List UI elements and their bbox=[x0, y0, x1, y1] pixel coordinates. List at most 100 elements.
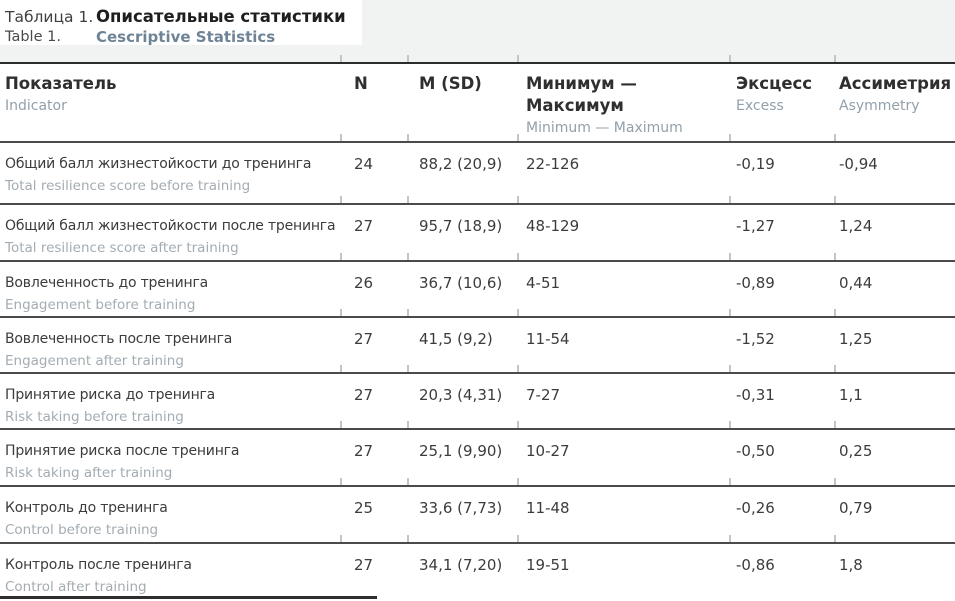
table-row: Контроль после тренинга Control after tr… bbox=[0, 536, 955, 601]
cell-indicator: Принятие риска до тренинга Risk taking b… bbox=[0, 372, 341, 429]
cell-msd: 95,7 (18,9) bbox=[407, 197, 518, 261]
column-header-asymmetry: Ассиметрия Asymmetry bbox=[834, 56, 955, 142]
cell-n: 24 bbox=[340, 135, 408, 204]
cell-n: 25 bbox=[340, 479, 408, 543]
cell-excess: -0,19 bbox=[729, 135, 835, 204]
caption-title-ru: Описательные статистики bbox=[96, 7, 346, 26]
column-header-n: N bbox=[340, 56, 408, 142]
asymmetry-value: 1,24 bbox=[839, 217, 873, 235]
cell-minmax: 4-51 bbox=[517, 254, 730, 317]
cell-msd: 36,7 (10,6) bbox=[407, 254, 518, 317]
indicator-en: Control before training bbox=[5, 522, 159, 538]
msd-value: 25,1 (9,90) bbox=[419, 442, 503, 460]
cell-asymmetry: 1,1 bbox=[834, 366, 955, 429]
header-excess-en: Excess bbox=[736, 98, 784, 114]
cell-asymmetry: 0,44 bbox=[834, 254, 955, 317]
cell-indicator: Контроль после тренинга Control after tr… bbox=[0, 542, 341, 601]
indicator-en: Control after training bbox=[5, 579, 147, 595]
asymmetry-value: 0,25 bbox=[839, 442, 873, 460]
indicator-en: Total resilience score before training bbox=[5, 178, 251, 194]
header-minmax-en: Minimum — Maximum bbox=[526, 120, 683, 136]
table-row: Контроль до тренинга Control before trai… bbox=[0, 479, 955, 543]
cell-indicator: Общий балл жизнестойкости до тренинга To… bbox=[0, 141, 341, 204]
msd-value: 33,6 (7,73) bbox=[419, 499, 503, 517]
cell-n: 27 bbox=[340, 366, 408, 429]
cell-excess: -0,31 bbox=[729, 366, 835, 429]
indicator-ru: Вовлеченность после тренинга bbox=[5, 331, 233, 347]
statistics-table: Показатель Indicator N M (SD) Минимум — … bbox=[0, 56, 955, 601]
n-value: 25 bbox=[354, 499, 374, 517]
header-minmax-ru: Минимум — Максимум bbox=[526, 74, 637, 115]
excess-value: -0,19 bbox=[736, 155, 775, 173]
cell-asymmetry: 0,79 bbox=[834, 479, 955, 543]
indicator-en: Risk taking before training bbox=[5, 409, 184, 425]
minmax-value: 48-129 bbox=[526, 217, 580, 235]
cell-minmax: 19-51 bbox=[517, 536, 730, 601]
caption-label-ru: Таблица 1. bbox=[5, 8, 94, 26]
caption-line-en: Table 1. Cescriptive Statistics bbox=[5, 27, 362, 47]
excess-value: -0,50 bbox=[736, 442, 775, 460]
table-header: Показатель Indicator N M (SD) Минимум — … bbox=[0, 56, 955, 142]
cell-msd: 20,3 (4,31) bbox=[407, 366, 518, 429]
cell-indicator: Контроль до тренинга Control before trai… bbox=[0, 485, 341, 543]
cell-excess: -0,86 bbox=[729, 536, 835, 601]
table-row: Общий балл жизнестойкости после тренинга… bbox=[0, 197, 955, 261]
excess-value: -0,89 bbox=[736, 274, 775, 292]
n-value: 27 bbox=[354, 217, 374, 235]
minmax-value: 11-48 bbox=[526, 499, 570, 517]
msd-value: 34,1 (7,20) bbox=[419, 556, 503, 574]
cell-excess: -1,52 bbox=[729, 310, 835, 373]
cell-excess: -0,50 bbox=[729, 422, 835, 486]
column-header-minmax: Минимум — Максимум Minimum — Maximum bbox=[517, 56, 730, 142]
cell-msd: 41,5 (9,2) bbox=[407, 310, 518, 373]
indicator-ru: Общий балл жизнестойкости после тренинга bbox=[5, 218, 336, 234]
header-indicator-ru: Показатель bbox=[5, 74, 117, 93]
table-row: Общий балл жизнестойкости до тренинга To… bbox=[0, 135, 955, 204]
indicator-en: Risk taking after training bbox=[5, 465, 173, 481]
header-asymmetry-en: Asymmetry bbox=[839, 98, 920, 114]
header-asymmetry-ru: Ассиметрия bbox=[839, 74, 952, 93]
msd-value: 36,7 (10,6) bbox=[419, 274, 503, 292]
asymmetry-value: 0,44 bbox=[839, 274, 873, 292]
asymmetry-value: 1,25 bbox=[839, 330, 873, 348]
indicator-en: Engagement before training bbox=[5, 297, 196, 313]
cell-asymmetry: 1,25 bbox=[834, 310, 955, 373]
caption-line-ru: Таблица 1. Описательные статистики bbox=[5, 7, 362, 27]
indicator-en: Total resilience score after training bbox=[5, 240, 239, 256]
asymmetry-value: 1,1 bbox=[839, 386, 863, 404]
cell-n: 27 bbox=[340, 310, 408, 373]
cell-minmax: 22-126 bbox=[517, 135, 730, 204]
cell-msd: 88,2 (20,9) bbox=[407, 135, 518, 204]
indicator-ru: Вовлеченность до тренинга bbox=[5, 275, 208, 291]
column-header-msd: M (SD) bbox=[407, 56, 518, 142]
minmax-value: 10-27 bbox=[526, 442, 570, 460]
cell-msd: 25,1 (9,90) bbox=[407, 422, 518, 486]
header-excess-ru: Эксцесс bbox=[736, 74, 813, 93]
cell-indicator: Вовлеченность после тренинга Engagement … bbox=[0, 316, 341, 373]
table-row: Принятие риска после тренинга Risk takin… bbox=[0, 422, 955, 486]
cell-msd: 34,1 (7,20) bbox=[407, 536, 518, 601]
table-caption: Таблица 1. Описательные статистики Table … bbox=[0, 0, 362, 47]
cell-indicator: Вовлеченность до тренинга Engagement bef… bbox=[0, 260, 341, 317]
minmax-value: 11-54 bbox=[526, 330, 570, 348]
cell-indicator: Общий балл жизнестойкости после тренинга… bbox=[0, 203, 341, 261]
cell-minmax: 11-54 bbox=[517, 310, 730, 373]
cell-excess: -1,27 bbox=[729, 197, 835, 261]
excess-value: -1,52 bbox=[736, 330, 775, 348]
cell-n: 27 bbox=[340, 536, 408, 601]
indicator-ru: Общий балл жизнестойкости до тренинга bbox=[5, 156, 312, 172]
minmax-value: 19-51 bbox=[526, 556, 570, 574]
cell-asymmetry: 1,8 bbox=[834, 536, 955, 601]
excess-value: -1,27 bbox=[736, 217, 775, 235]
msd-value: 95,7 (18,9) bbox=[419, 217, 503, 235]
cell-excess: -0,89 bbox=[729, 254, 835, 317]
indicator-en: Engagement after training bbox=[5, 353, 184, 369]
indicator-ru: Принятие риска после тренинга bbox=[5, 443, 240, 459]
cell-indicator: Принятие риска после тренинга Risk takin… bbox=[0, 428, 341, 486]
excess-value: -0,86 bbox=[736, 556, 775, 574]
cell-asymmetry: 0,25 bbox=[834, 422, 955, 486]
cell-minmax: 48-129 bbox=[517, 197, 730, 261]
table-row: Вовлеченность после тренинга Engagement … bbox=[0, 310, 955, 373]
cell-asymmetry: 1,24 bbox=[834, 197, 955, 261]
